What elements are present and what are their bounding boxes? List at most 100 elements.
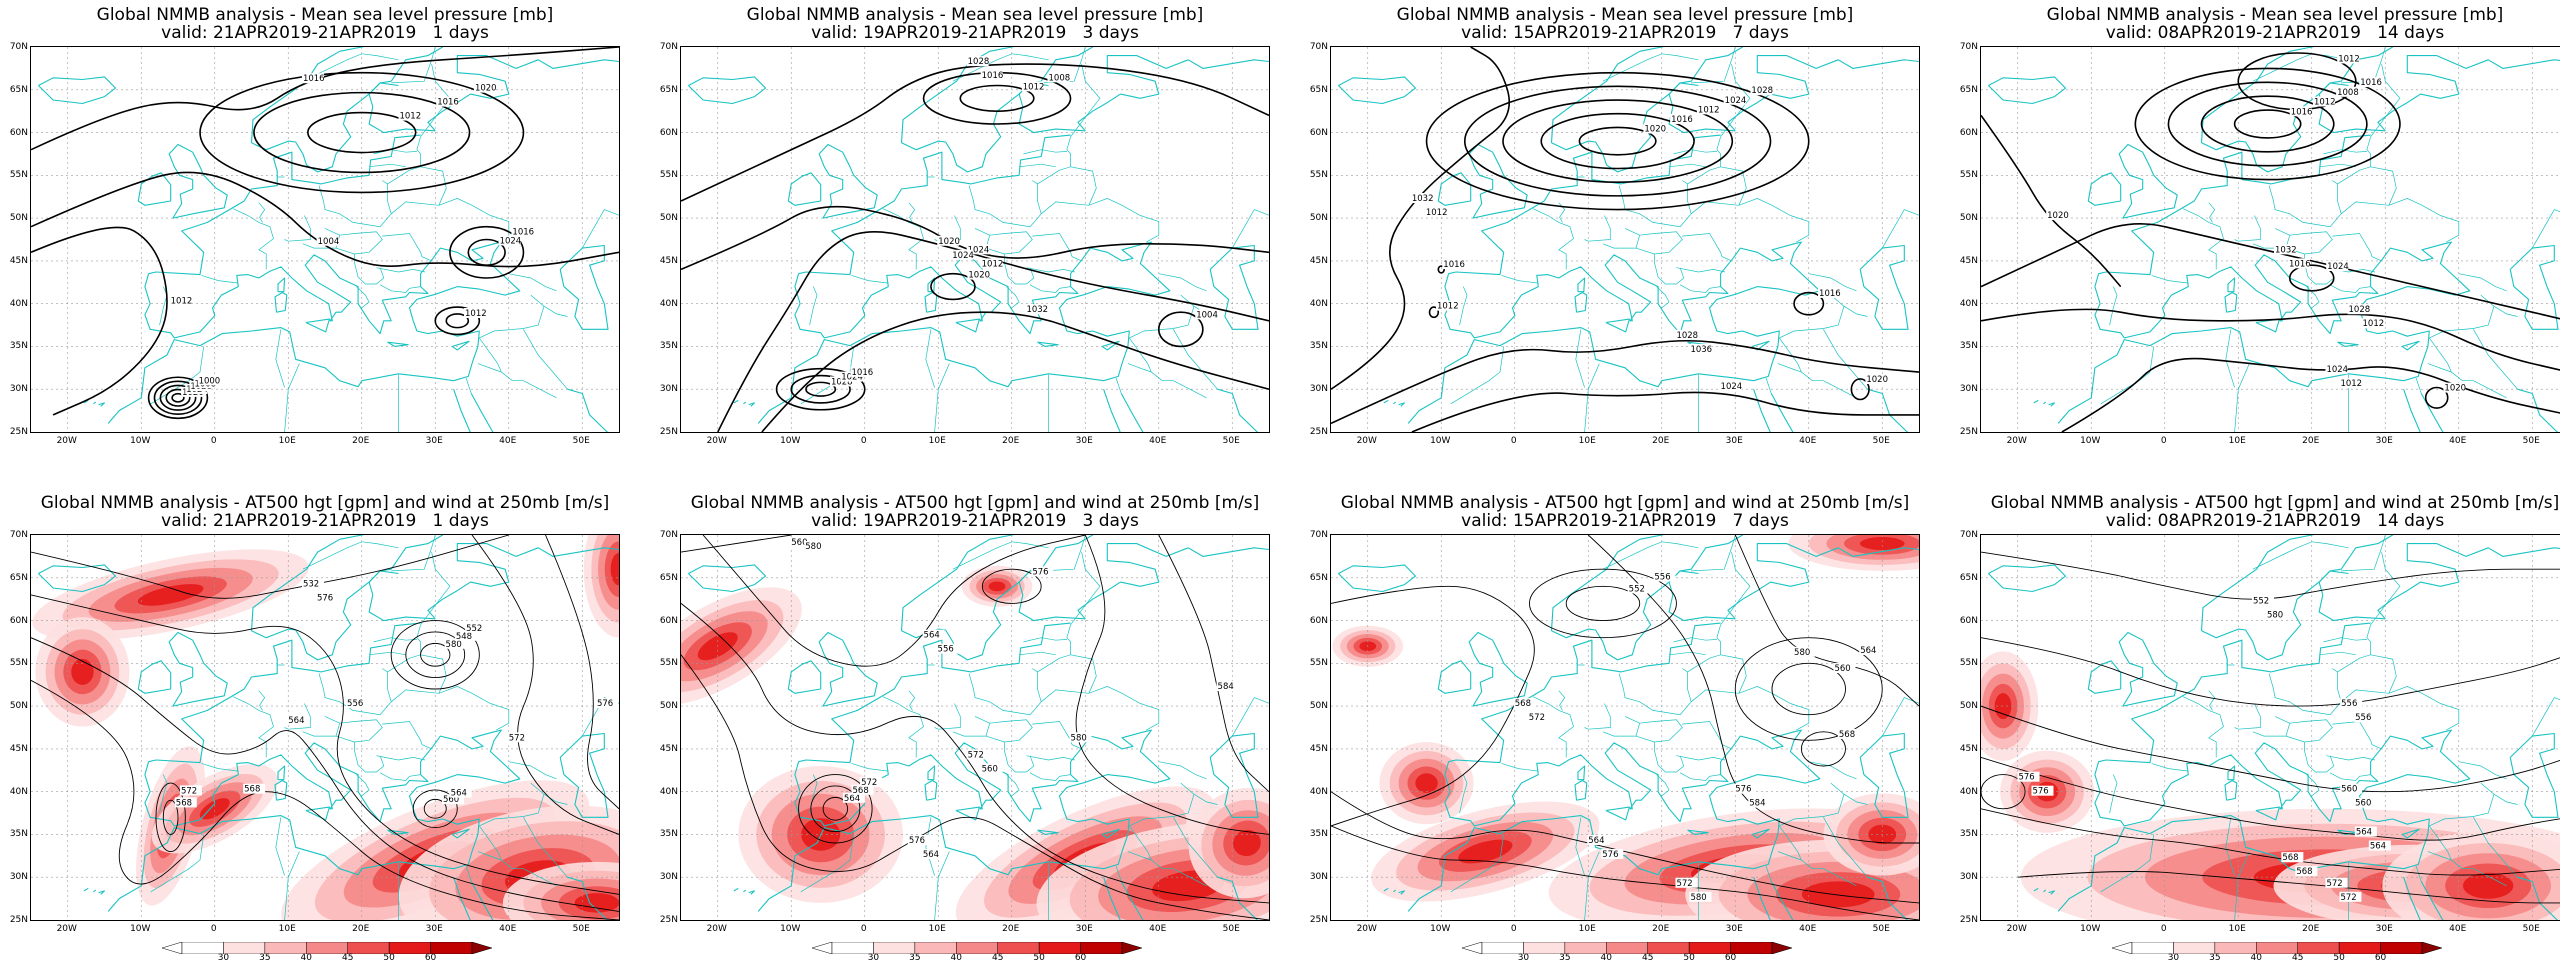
graticule [1331,535,1919,920]
lon-tick-label: 50E [1872,436,1890,446]
panel-valid-dates: valid: 19APR2019-21APR2019 3 days [811,23,1139,43]
contour-label: 576 [1735,785,1751,795]
contour-label: 1016 [437,98,459,108]
contour-label: 572 [968,750,984,760]
jet-core-5-level-4 [1859,537,1905,551]
lon-tick-label: 20E [1652,924,1670,934]
lat-tick-label: 30N [1309,384,1328,395]
map-panel-z500-1: Global NMMB analysis - AT500 hgt [gpm] a… [0,488,650,963]
lon-tick-label: 0 [860,924,867,934]
jet-core-4-level-4 [1233,829,1261,857]
lon-tick-label: 20E [1002,924,1020,934]
lat-tick-label: 50N [9,701,28,712]
contour-label: 1012 [171,297,193,307]
lon-tick-label: 50E [572,924,590,934]
panel-title: Global NMMB analysis - Mean sea level pr… [746,5,1204,25]
lat-tick-label: 25N [659,427,678,437]
lat-tick-label: 40N [1309,786,1328,797]
lon-tick-label: 20W [2006,924,2027,934]
jet-core-5-level-4 [988,581,1006,592]
lat-tick-label: 35N [659,829,678,840]
colorbar-tick-label: 35 [2209,953,2221,963]
contour-label: 1020 [2444,384,2466,394]
contour-label: 568 [176,798,192,808]
jet-shading [1332,535,1919,920]
lon-tick-label: 10E [928,924,946,934]
lon-tick-label: 20W [56,436,77,446]
contour-label: 576 [597,699,613,709]
colorbar-tick-label: 40 [950,953,962,963]
lat-tick-label: 45N [1309,255,1328,266]
contour-label: 564 [2370,841,2386,851]
lon-tick-label: 20E [1002,436,1020,446]
panel-title: Global NMMB analysis - Mean sea level pr… [1396,5,1854,25]
lon-tick-label: 40E [2449,924,2467,934]
map-canvas: 568 564 572 576 580 552 556 560 564 568 572 576 580 5… [1331,535,1919,920]
contour-label: 1012 [2363,319,2385,329]
contour-label: 1036 [1690,345,1712,355]
lon-tick-label: 10E [1578,924,1596,934]
contour-label: 1012 [399,112,421,122]
lat-tick-label: 35N [9,341,28,352]
panel-title: Global NMMB analysis - AT500 hgt [gpm] a… [1340,493,1910,513]
lat-tick-label: 25N [1959,427,1978,437]
lat-tick-label: 35N [1309,341,1328,352]
contour-label: 1028 [1751,86,1773,96]
contour-label: 568 [853,786,869,796]
lon-tick-label: 50E [1222,924,1240,934]
lon-tick-label: 10W [1430,436,1451,446]
contour-label: 572 [509,733,525,743]
lon-tick-label: 10E [2228,924,2246,934]
contour-label: 584 [1218,682,1234,692]
lon-tick-label: 20E [352,924,370,934]
panel-valid-dates: valid: 08APR2019-21APR2019 14 days [2105,511,2445,531]
contour-label: 1012 [1437,302,1459,312]
colorbar-tick-label: 50 [1033,953,1045,963]
colorbar-tick-label: 35 [259,953,271,963]
lon-tick-label: 20W [706,924,727,934]
contour-label: 556 [2355,713,2371,723]
contour-label: 552 [466,624,482,634]
lon-tick-label: 50E [1872,924,1890,934]
colorbar-tick-label: 40 [2250,953,2262,963]
colorbar-tick-label: 45 [991,953,1004,963]
map-canvas: 1032 1028 1024 1020 1016 1012 1024 1028 1016 1012… [1331,47,1919,432]
lat-tick-label: 25N [9,427,28,437]
contour-label: 1016 [1443,260,1465,270]
lat-tick-label: 50N [659,701,678,712]
contour-label: 1004 [1196,310,1218,320]
country-borders [800,535,1269,920]
map-canvas: 5605645725765805845645685725765805565605… [681,535,1269,920]
map-panel-slp-3: Global NMMB analysis - Mean sea level pr… [650,0,1300,446]
contour-labels: 1032102810241020101610121008101610121020… [2046,53,2466,394]
lat-tick-label: 70N [9,42,28,52]
contour-label: 560 [2341,785,2357,795]
contour-label: 1008 [2337,88,2359,98]
lon-tick-label: 10E [928,436,946,446]
lat-tick-label: 40N [9,298,28,309]
isobars [31,47,619,420]
contour-label: 1020 [2047,211,2069,221]
lat-tick-label: 70N [1959,42,1978,52]
lat-tick-label: 65N [1959,84,1978,95]
map-frame: 532 556 564 568 572 576 580 548 552 560 564 568 572 5… [30,534,620,921]
contour-label: 556 [2341,699,2357,709]
contour-label: 1016 [2289,259,2311,269]
lat-tick-label: 40N [9,786,28,797]
lat-tick-label: 60N [9,615,28,626]
coastlines [38,47,619,432]
contour-label: 1024 [2327,262,2349,272]
contour-label: 580 [1071,733,1087,743]
panel-valid-dates: valid: 21APR2019-21APR2019 1 days [161,511,489,531]
country-borders [800,47,1269,432]
wind-speed-colorbar [811,939,1143,955]
lon-tick-label: 10E [278,924,296,934]
contour-label: 560 [443,795,459,805]
contour-label: 584 [1749,799,1765,809]
lon-tick-label: 40E [1799,924,1817,934]
colorbar-tick-label: 50 [2333,953,2345,963]
lat-tick-label: 55N [9,658,28,669]
lon-tick-label: 10W [1430,924,1451,934]
graticule [1981,535,2560,920]
contour-label: 572 [2326,879,2342,889]
